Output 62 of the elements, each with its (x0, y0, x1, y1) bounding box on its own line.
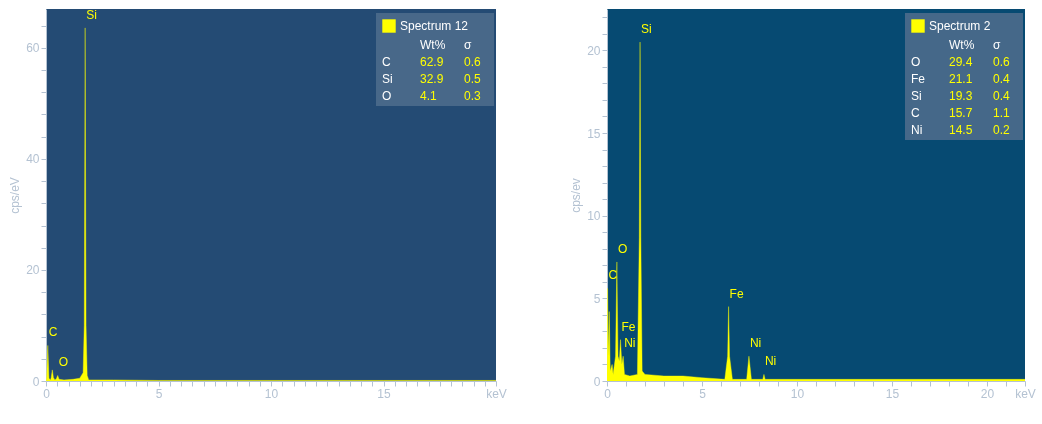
annotation: 0.5 (464, 72, 482, 86)
x-tick-label: 0 (604, 386, 612, 401)
y-tick-label: 5 (593, 291, 601, 306)
annotation: O (617, 241, 628, 256)
y-tick-label: 20 (26, 263, 40, 278)
annotation: Ni (764, 354, 777, 369)
annotation: Si (911, 89, 922, 103)
annotation: Si (382, 72, 393, 86)
legend-label: Spectrum 2 (929, 19, 991, 33)
annotation: 0.4 (993, 72, 1011, 86)
y-tick-label: 15 (587, 126, 601, 141)
annotation: 0.6 (464, 55, 482, 69)
legend-label: Spectrum 12 (400, 19, 469, 33)
y-axis-title: cps/ev (569, 178, 584, 213)
x-tick-label: 15 (377, 386, 391, 401)
annotation: 32.9 (420, 72, 444, 86)
y-tick-label: 0 (32, 374, 40, 389)
y-tick-label: 0 (593, 374, 601, 389)
annotation: C (48, 325, 58, 340)
annotation: Fe (911, 72, 926, 86)
annotation: C (382, 55, 391, 69)
annotation: Ni (624, 336, 636, 351)
annotation: O (911, 55, 921, 69)
annotation: σ (464, 38, 472, 52)
annotation: 0.6 (993, 55, 1011, 69)
x-tick-label: 10 (790, 386, 805, 401)
annotation: 62.9 (420, 55, 444, 69)
x-tick-label: 5 (699, 386, 707, 401)
annotation: Ni (911, 123, 923, 137)
annotation: 1.1 (993, 106, 1011, 120)
x-tick-label: 0 (43, 386, 51, 401)
x-tick-label: keV (486, 386, 507, 401)
annotation: 19.3 (949, 89, 973, 103)
annotation: σ (993, 38, 1001, 52)
annotation: 0.2 (993, 123, 1011, 137)
x-tick-label: 5 (155, 386, 163, 401)
annotation: Si (641, 22, 652, 37)
x-tick-label: keV (1015, 386, 1036, 401)
y-axis-title: cps/eV (8, 177, 23, 214)
x-tick-label: 20 (980, 386, 995, 401)
annotation: Si (86, 7, 97, 22)
annotation: 14.5 (949, 123, 973, 137)
x-tick-label: 10 (264, 386, 279, 401)
annotation: C (911, 106, 920, 120)
annotation: 0.3 (464, 89, 482, 103)
annotation: Fe (729, 286, 744, 301)
annotation: 0.4 (993, 89, 1011, 103)
y-tick-label: 10 (587, 209, 601, 224)
y-tick-label: 60 (26, 41, 40, 56)
annotation: 29.4 (949, 55, 973, 69)
y-tick-label: 20 (587, 43, 601, 58)
annotation: 4.1 (420, 89, 438, 103)
annotation: O (382, 89, 392, 103)
annotation: O (58, 355, 69, 370)
y-tick-label: 40 (26, 152, 40, 167)
annotation: Wt% (420, 38, 446, 52)
annotation: Ni (749, 336, 762, 351)
x-tick-label: 15 (885, 386, 900, 401)
annotation: Fe (621, 319, 636, 334)
annotation: Wt% (949, 38, 975, 52)
annotation: 21.1 (949, 72, 973, 86)
annotation: 15.7 (949, 106, 973, 120)
